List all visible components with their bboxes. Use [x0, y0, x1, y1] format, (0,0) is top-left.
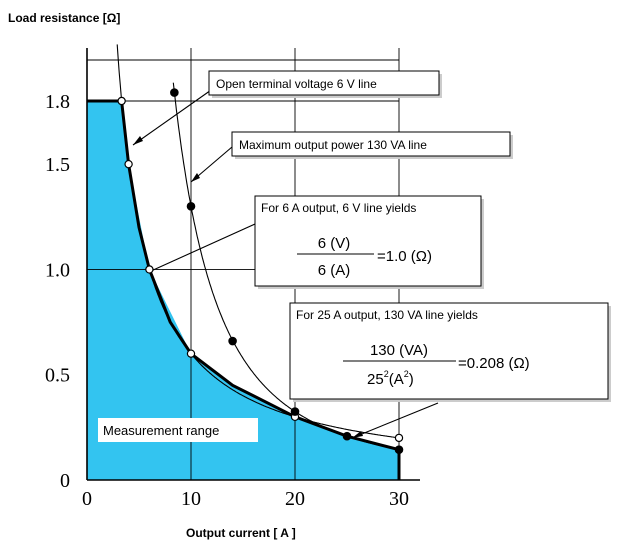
max-power-point: [290, 407, 300, 416]
open-voltage-point: [145, 265, 154, 274]
y-tick-label: 1.0: [45, 259, 70, 281]
max-power-label-box: Maximum output power 130 VA line: [231, 131, 513, 159]
measurement-region: [87, 101, 399, 480]
open-voltage-arrowhead: [133, 136, 143, 145]
x-tick-label: 20: [285, 488, 305, 510]
open-voltage-label: Open terminal voltage 6 V line: [216, 77, 377, 91]
max-power-arrowhead: [191, 173, 200, 182]
max-power-curve: [172, 82, 400, 451]
open-voltage-point: [394, 433, 404, 443]
max-power-label: Maximum output power 130 VA line: [239, 138, 427, 152]
x-axis-label: Output current [ A ]: [186, 526, 296, 540]
open-voltage-leader: [132, 87, 215, 146]
y-tick-label: 1.5: [45, 154, 70, 176]
box1-leader: [150, 223, 256, 272]
measurement-range-label: Measurement range: [103, 423, 219, 438]
box2-numerator: 130 (VA): [370, 342, 428, 359]
box1-result: =1.0 (Ω): [377, 248, 432, 265]
open-voltage-point: [117, 96, 126, 106]
y-axis-label: Load resistance [Ω]: [8, 11, 120, 25]
measurement-range-box: Measurement range: [98, 418, 258, 442]
max-power-point: [170, 88, 179, 97]
max-power-point: [228, 336, 237, 346]
box1-denominator: 6 (A): [318, 262, 351, 279]
y-tick-label: 0.5: [45, 365, 70, 387]
open-voltage-point: [124, 159, 133, 169]
y-tick-label: 0: [60, 470, 70, 492]
y-tick-label: 1.8: [45, 91, 70, 113]
open-voltage-point: [186, 349, 196, 358]
open-voltage-label-box: Open terminal voltage 6 V line: [208, 70, 442, 98]
x-tick-label: 0: [82, 488, 92, 510]
box2-denominator: 252(A2): [367, 369, 414, 388]
leader-lines: [132, 87, 439, 439]
box2-result: =0.208 (Ω): [458, 355, 530, 372]
x-tick-label: 30: [389, 488, 409, 510]
x-tick-label: 10: [181, 488, 201, 510]
box2-title: For 25 A output, 130 VA line yields: [296, 308, 478, 322]
box1-6a-calc: For 6 A output, 6 V line yields 6 (V) 6 …: [254, 195, 484, 289]
box1-title: For 6 A output, 6 V line yields: [261, 201, 416, 215]
box1-numerator: 6 (V): [318, 235, 351, 252]
open-voltage-curve: [116, 44, 400, 439]
box2-25a-calc: For 25 A output, 130 VA line yields 130 …: [289, 302, 611, 402]
max-power-point: [394, 445, 404, 454]
max-power-point: [342, 431, 352, 441]
box2-leader: [351, 402, 439, 439]
max-power-point: [186, 201, 196, 211]
box2-arrowhead: [352, 431, 363, 438]
